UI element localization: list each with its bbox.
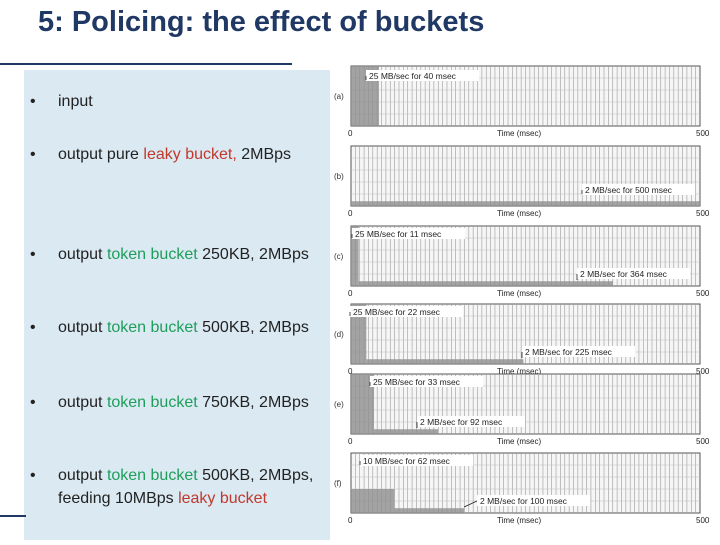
axis-end-label: 500 [696, 516, 710, 525]
panel-label: (f) [334, 479, 342, 488]
annotation-label: 25 MB/sec for 22 msec [353, 307, 441, 317]
panel-label: (a) [334, 92, 344, 101]
panel-label: (e) [334, 400, 344, 409]
bottom-rule [0, 515, 26, 517]
annotation-arrow [463, 500, 478, 508]
data-bar [358, 281, 613, 286]
bullet-dot: • [30, 93, 36, 110]
annotation-bg [577, 268, 691, 279]
bullet-text-token: token bucket [106, 319, 198, 336]
x-axis-label: Time (msec) [497, 209, 541, 218]
axis-start-label: 0 [348, 437, 353, 446]
x-axis-label: Time (msec) [497, 289, 541, 298]
annotation-bg [350, 306, 464, 317]
annotation-bg [352, 228, 466, 239]
annotation-label: 25 MB/sec for 11 msec [355, 229, 442, 239]
data-bar [394, 508, 465, 513]
axis-end-label: 500 [696, 209, 710, 218]
data-bar [366, 359, 524, 364]
bullet-text: output token bucket 500KB, 2MBps, feedin… [58, 464, 323, 510]
slide-title: 5: Policing: the effect of buckets [38, 6, 485, 38]
bullet-dot: • [30, 467, 36, 484]
annotation-bg [522, 346, 636, 357]
bullet-dot: • [30, 146, 36, 163]
annotation-label: 2 MB/sec for 500 msec [585, 185, 673, 195]
bullet-text-part: output [58, 467, 107, 484]
axis-end-label: 500 [696, 437, 710, 446]
data-bar [374, 429, 439, 434]
annotation-bg [370, 376, 484, 387]
annotation-bg [582, 184, 696, 195]
chart-panel: 25 MB/sec for 33 msec 2 MB/sec for 92 mse… [334, 373, 710, 446]
data-bar [351, 304, 367, 364]
axis-start-label: 0 [348, 367, 353, 376]
bullet-text-leaky: leaky bucket [178, 490, 268, 507]
panel-label: (d) [334, 330, 344, 339]
panel-label: (b) [334, 172, 344, 181]
axis-end-label: 500 [696, 367, 710, 376]
annotation-label: 10 MB/sec for 62 msec [363, 456, 451, 466]
data-bar [351, 489, 395, 513]
annotation-label: 2 MB/sec for 364 msec [580, 269, 668, 279]
bullet-text-leaky: leaky bucket, [143, 146, 237, 163]
x-axis-label: Time (msec) [497, 516, 541, 525]
chart-panel: 25 MB/sec for 11 msec 2 MB/sec for 364 ms… [334, 225, 710, 298]
bullet-text-token: token bucket [106, 246, 198, 263]
annotation-label: 25 MB/sec for 33 msec [373, 377, 461, 387]
bullet-text: output token bucket 250KB, 2MBps [58, 243, 323, 266]
chart-panel: 25 MB/sec for 22 msec 2 MB/sec for 225 ms… [334, 303, 710, 376]
axis-start-label: 0 [348, 129, 353, 138]
annotation-bg [366, 70, 480, 81]
axis-end-label: 500 [696, 129, 710, 138]
bullet-dot: • [30, 246, 36, 263]
data-bar [351, 226, 359, 286]
bullet-text-part: output [58, 394, 107, 411]
bullet-text-part: 250KB, 2MBps [197, 246, 309, 263]
annotation-label: 2 MB/sec for 100 msec [480, 496, 568, 506]
annotation-bg [417, 416, 525, 427]
bullet-text: output token bucket 750KB, 2MBps [58, 391, 323, 414]
bullet-text-part: 750KB, 2MBps [197, 394, 309, 411]
bullet-text-part: 500KB, 2MBps [197, 319, 309, 336]
axis-start-label: 0 [348, 209, 353, 218]
bullet-dot: • [30, 319, 36, 336]
x-axis-label: Time (msec) [497, 437, 541, 446]
bucket-figure: 25 MB/sec for 40 msec (a) 0 500 Time (msec) 2… [332, 64, 720, 540]
annotation-label: 2 MB/sec for 92 msec [420, 417, 503, 427]
bullet-text-part: 500KB, 2MBps, feeding 10MBps [58, 467, 314, 507]
chart-panel: 25 MB/sec for 40 msec (a) 0 500 Time (msec) [334, 65, 710, 138]
axis-end-label: 500 [696, 289, 710, 298]
title-underline [0, 63, 292, 65]
bullet-text: output token bucket 500KB, 2MBps [58, 316, 323, 339]
bullet-text-part: 2MBps [236, 146, 292, 163]
annotation-label: 25 MB/sec for 40 msec [369, 71, 457, 81]
x-axis-label: Time (msec) [497, 367, 541, 376]
data-bar [351, 374, 375, 434]
data-bar [351, 201, 700, 206]
bullet-text-token: token bucket [106, 467, 198, 484]
bullet-dot: • [30, 394, 36, 411]
axis-start-label: 0 [348, 516, 353, 525]
axis-start-label: 0 [348, 289, 353, 298]
chart-panel: 10 MB/sec for 62 msec 2 MB/sec for 100 ms… [334, 452, 710, 525]
panel-label: (c) [334, 252, 344, 261]
bullet-text-token: token bucket [106, 394, 198, 411]
x-axis-label: Time (msec) [497, 129, 541, 138]
bullet-text-part: output pure [58, 146, 144, 163]
bullet-text-part: output [58, 319, 107, 336]
chart-panel: 2 MB/sec for 500 msec (b) 0 500 Time (msec) [334, 145, 710, 218]
bullet-text-part: output [58, 246, 107, 263]
bullet-panel [24, 70, 330, 540]
annotation-label: 2 MB/sec for 225 msec [525, 347, 613, 357]
bullet-text: input [58, 90, 323, 113]
annotation-bg [477, 495, 591, 506]
bullet-text: output pure leaky bucket, 2MBps [58, 143, 323, 166]
annotation-bg [360, 455, 474, 466]
bullet-text-part: input [58, 93, 93, 110]
